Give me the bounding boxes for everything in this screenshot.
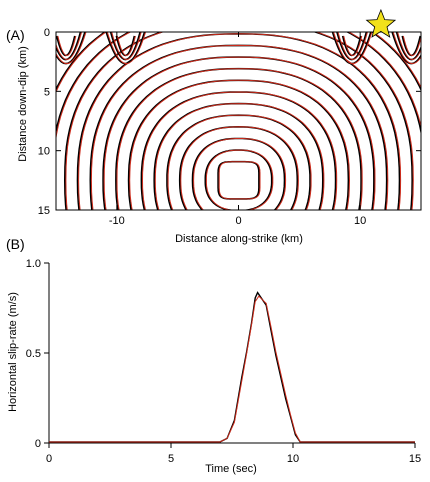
y-tick-label: 0 xyxy=(44,27,50,39)
contour-line xyxy=(154,103,325,210)
x-tick-label: 15 xyxy=(409,453,421,465)
x-tick-label: 5 xyxy=(168,453,174,465)
secondary-front xyxy=(391,32,421,65)
y-tick-label: 5 xyxy=(44,86,50,98)
y-tick-label: 10 xyxy=(38,146,50,158)
slip-rate-line xyxy=(49,295,415,443)
contour-line xyxy=(205,149,274,210)
x-tick-label: 10 xyxy=(354,215,366,227)
contour-line xyxy=(65,32,414,210)
secondary-front xyxy=(343,35,363,56)
x-tick-label: 0 xyxy=(46,453,52,465)
contour-line xyxy=(204,149,273,210)
secondary-front xyxy=(395,32,421,61)
secondary-front xyxy=(392,32,421,64)
x-tick-label: -10 xyxy=(109,215,125,227)
secondary-front xyxy=(397,32,421,60)
contour-line xyxy=(89,44,388,210)
contour-plot: -10 0 10 0 5 10 15 xyxy=(38,8,422,227)
secondary-front xyxy=(111,32,142,60)
y-tick-label: 1.0 xyxy=(26,258,41,270)
contour-line xyxy=(78,33,402,210)
secondary-front xyxy=(106,32,147,64)
panel-a-ylabel: Distance down-dip (km) xyxy=(17,46,29,162)
contour-line xyxy=(180,126,299,210)
secondary-front xyxy=(402,35,421,56)
contour-line xyxy=(129,79,351,210)
panel-b-xlabel: Time (sec) xyxy=(205,463,257,475)
contour-line xyxy=(167,114,312,210)
contour-line xyxy=(76,32,401,210)
hypocenter-star xyxy=(365,8,397,38)
contour-line xyxy=(116,68,363,210)
secondary-front xyxy=(56,32,83,60)
x-tick-label: 10 xyxy=(287,453,299,465)
y-tick-label: 0.5 xyxy=(26,348,41,360)
secondary-front xyxy=(57,35,77,56)
panel-a-xlabel: Distance along-strike (km) xyxy=(175,233,303,245)
x-tick-label: 0 xyxy=(235,215,241,227)
secondary-front xyxy=(56,32,87,64)
contour-line xyxy=(90,44,389,210)
y-tick-label: 0 xyxy=(35,438,41,450)
rupture-contours xyxy=(56,32,421,210)
contour-line xyxy=(127,79,350,210)
slip-rate-plot: 0 5 10 15 0 0.5 1.0 xyxy=(26,258,421,465)
slip-rate-line xyxy=(49,291,415,443)
panel-b-ylabel: Horizontal slip-rate (m/s) xyxy=(7,292,19,412)
y-tick-label: 15 xyxy=(38,205,50,217)
contour-line xyxy=(103,56,376,210)
secondary-front xyxy=(333,32,373,64)
contour-line xyxy=(218,161,261,200)
secondary-front xyxy=(116,35,136,56)
secondary-front xyxy=(337,32,368,60)
panel-a-label: (A) xyxy=(6,27,25,43)
panel-b-label: (B) xyxy=(6,236,25,252)
contour-line xyxy=(193,138,287,210)
contour-line xyxy=(102,56,375,210)
contour-line xyxy=(217,160,260,200)
contour-line xyxy=(141,91,338,210)
